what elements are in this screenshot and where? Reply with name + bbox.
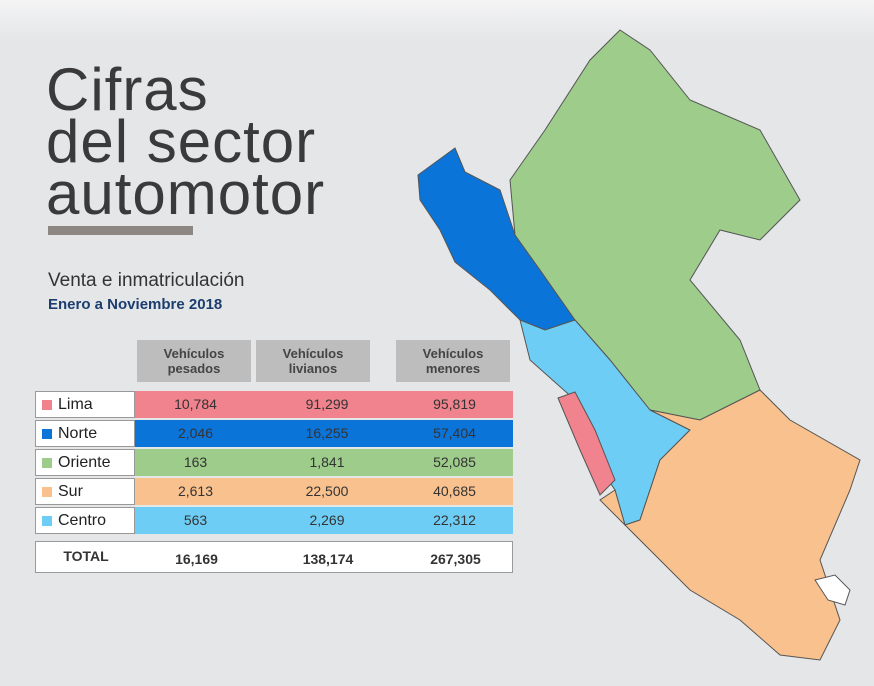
header-line: Vehículos <box>282 346 344 361</box>
cell: 163 <box>135 449 256 476</box>
row-label: Centro <box>35 507 135 534</box>
total-cell: 16,169 <box>175 551 218 567</box>
cell: 52,085 <box>396 449 513 476</box>
period: Enero a Noviembre 2018 <box>48 296 223 313</box>
color-key <box>42 486 52 497</box>
total-cell: 138,174 <box>302 551 354 567</box>
header-line: menores <box>425 361 481 376</box>
total-label: TOTAL <box>63 548 109 564</box>
table-row: Lima 10,784 91,299 95,819 <box>35 391 513 418</box>
cell: 22,312 <box>396 507 513 534</box>
map-lake <box>814 574 851 606</box>
title-line: automotor <box>46 160 326 227</box>
row-label: Oriente <box>35 449 135 476</box>
color-key <box>42 399 52 410</box>
total-cell: 267,305 <box>430 551 481 567</box>
map-lima <box>557 391 616 496</box>
map-sur <box>599 389 861 661</box>
title-underline <box>48 226 193 235</box>
cell: 563 <box>135 507 256 534</box>
title-line: del sector <box>46 108 317 175</box>
total-row: TOTAL 16,169 138,174 267,305 <box>35 541 513 573</box>
cell: 16,255 <box>256 420 398 447</box>
color-key <box>42 515 52 526</box>
header-line: pesados <box>167 361 221 376</box>
row-label: Norte <box>35 420 135 447</box>
table-row: Sur 2,613 22,500 40,685 <box>35 478 513 505</box>
header-text: Vehículos menores <box>423 346 484 376</box>
region-name: Sur <box>58 482 83 500</box>
subtitle: Venta e inmatriculación <box>48 270 245 291</box>
header-line: livianos <box>288 361 338 376</box>
region-name: Lima <box>58 395 93 413</box>
cell: 1,841 <box>256 449 398 476</box>
cell: 57,404 <box>396 420 513 447</box>
region-name: Centro <box>58 511 107 529</box>
column-header: Vehículos pesados <box>137 340 251 382</box>
header-line: Vehículos <box>163 346 225 361</box>
region-name: Oriente <box>58 453 111 471</box>
cell: 2,269 <box>256 507 398 534</box>
column-header: Vehículos menores <box>396 340 510 382</box>
table-row: Norte 2,046 16,255 57,404 <box>35 420 513 447</box>
cell: 2,046 <box>135 420 256 447</box>
column-header: Vehículos livianos <box>256 340 370 382</box>
cell: 95,819 <box>396 391 513 418</box>
title: Cifras del sector automotor <box>46 56 326 227</box>
cell: 22,500 <box>256 478 398 505</box>
header-text: Vehículos pesados <box>164 346 225 376</box>
title-line: Cifras <box>46 56 209 123</box>
table-row: Centro 563 2,269 22,312 <box>35 507 513 534</box>
cell: 10,784 <box>135 391 256 418</box>
color-key <box>42 428 52 439</box>
row-label: Lima <box>35 391 135 418</box>
header-text: Vehículos livianos <box>283 346 344 376</box>
table-row: Oriente 163 1,841 52,085 <box>35 449 513 476</box>
header-line: Vehículos <box>422 346 484 361</box>
color-key <box>42 457 52 468</box>
region-name: Norte <box>58 424 98 442</box>
row-label: Sur <box>35 478 135 505</box>
cell: 2,613 <box>135 478 256 505</box>
cell: 91,299 <box>256 391 398 418</box>
cell: 40,685 <box>396 478 513 505</box>
